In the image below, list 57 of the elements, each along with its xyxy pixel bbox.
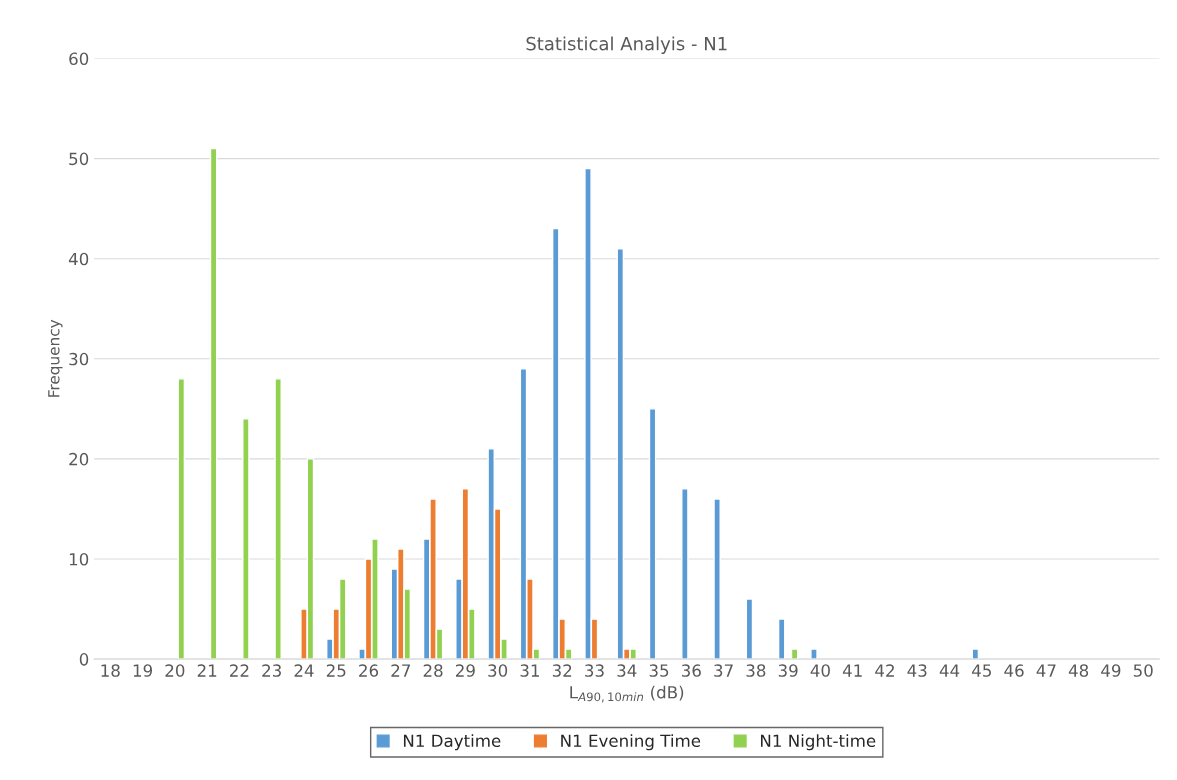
x-tick-label: 40 <box>810 664 830 677</box>
legend-label: N1 Evening Time <box>561 734 701 751</box>
x-tick-label: 47 <box>1036 664 1056 677</box>
y-tick-label: 20 <box>69 452 89 466</box>
x-tick-label: 36 <box>681 664 701 677</box>
x-tick-label: 37 <box>714 664 733 677</box>
x-tick-label: 42 <box>875 664 894 677</box>
x-tick-label: 44 <box>939 664 960 677</box>
x-tick-label: 34 <box>617 664 637 677</box>
legend-label: N1 Night-time <box>761 734 876 751</box>
x-tick-label: 48 <box>1068 664 1089 677</box>
bar <box>648 408 657 660</box>
y-tick-label: 0 <box>79 653 89 666</box>
bar <box>274 378 282 660</box>
x-tick-label: 23 <box>262 664 281 677</box>
x-tick-label: 45 <box>972 664 991 677</box>
x-tick-label: 38 <box>746 664 766 677</box>
x-tick-label: 39 <box>778 664 798 677</box>
bar <box>745 598 754 660</box>
y-tick-label: 30 <box>69 352 89 366</box>
x-tick-label: 25 <box>326 664 346 677</box>
x-tick-label: 21 <box>197 664 217 677</box>
bar <box>810 648 818 660</box>
x-tick-label: 41 <box>842 664 862 677</box>
bar <box>242 418 250 660</box>
x-tick-label: 19 <box>133 664 153 677</box>
y-tick-label: 50 <box>69 152 89 166</box>
bar <box>616 247 625 660</box>
y-tick-label: 60 <box>69 52 89 66</box>
y-tick-label: 10 <box>69 552 89 566</box>
x-tick-label: 20 <box>165 664 185 677</box>
x-tick-label: 46 <box>1004 664 1024 677</box>
x-tick-label: 24 <box>294 664 314 677</box>
x-axis-title: L$_{A90,10min}$ (dB) <box>570 685 684 703</box>
x-tick-label: 26 <box>359 664 379 677</box>
bar <box>681 488 689 660</box>
x-tick-label: 43 <box>907 664 927 677</box>
x-tick-label: 49 <box>1101 664 1121 677</box>
x-tick-label: 30 <box>488 664 508 677</box>
x-tick-label: 32 <box>552 664 572 677</box>
x-tick-label: 22 <box>230 664 249 677</box>
y-axis-title: Frequency <box>48 319 63 397</box>
bar <box>177 378 186 660</box>
x-tick-label: 35 <box>649 664 669 677</box>
x-tick-label: 50 <box>1133 664 1153 677</box>
bar <box>209 147 218 660</box>
x-tick-label: 28 <box>423 664 443 677</box>
y-tick-label: 40 <box>68 252 89 266</box>
x-tick-label: 29 <box>455 664 475 677</box>
chart-title: Statistical Analyis - N1 <box>526 36 727 54</box>
x-tick-label: 18 <box>101 664 120 677</box>
legend-label: N1 Daytime <box>403 734 501 751</box>
x-tick-label: 33 <box>585 664 604 677</box>
x-tick-label: 27 <box>391 664 410 677</box>
bar <box>777 618 786 660</box>
bar <box>713 498 721 660</box>
x-tick-label: 31 <box>520 664 539 677</box>
